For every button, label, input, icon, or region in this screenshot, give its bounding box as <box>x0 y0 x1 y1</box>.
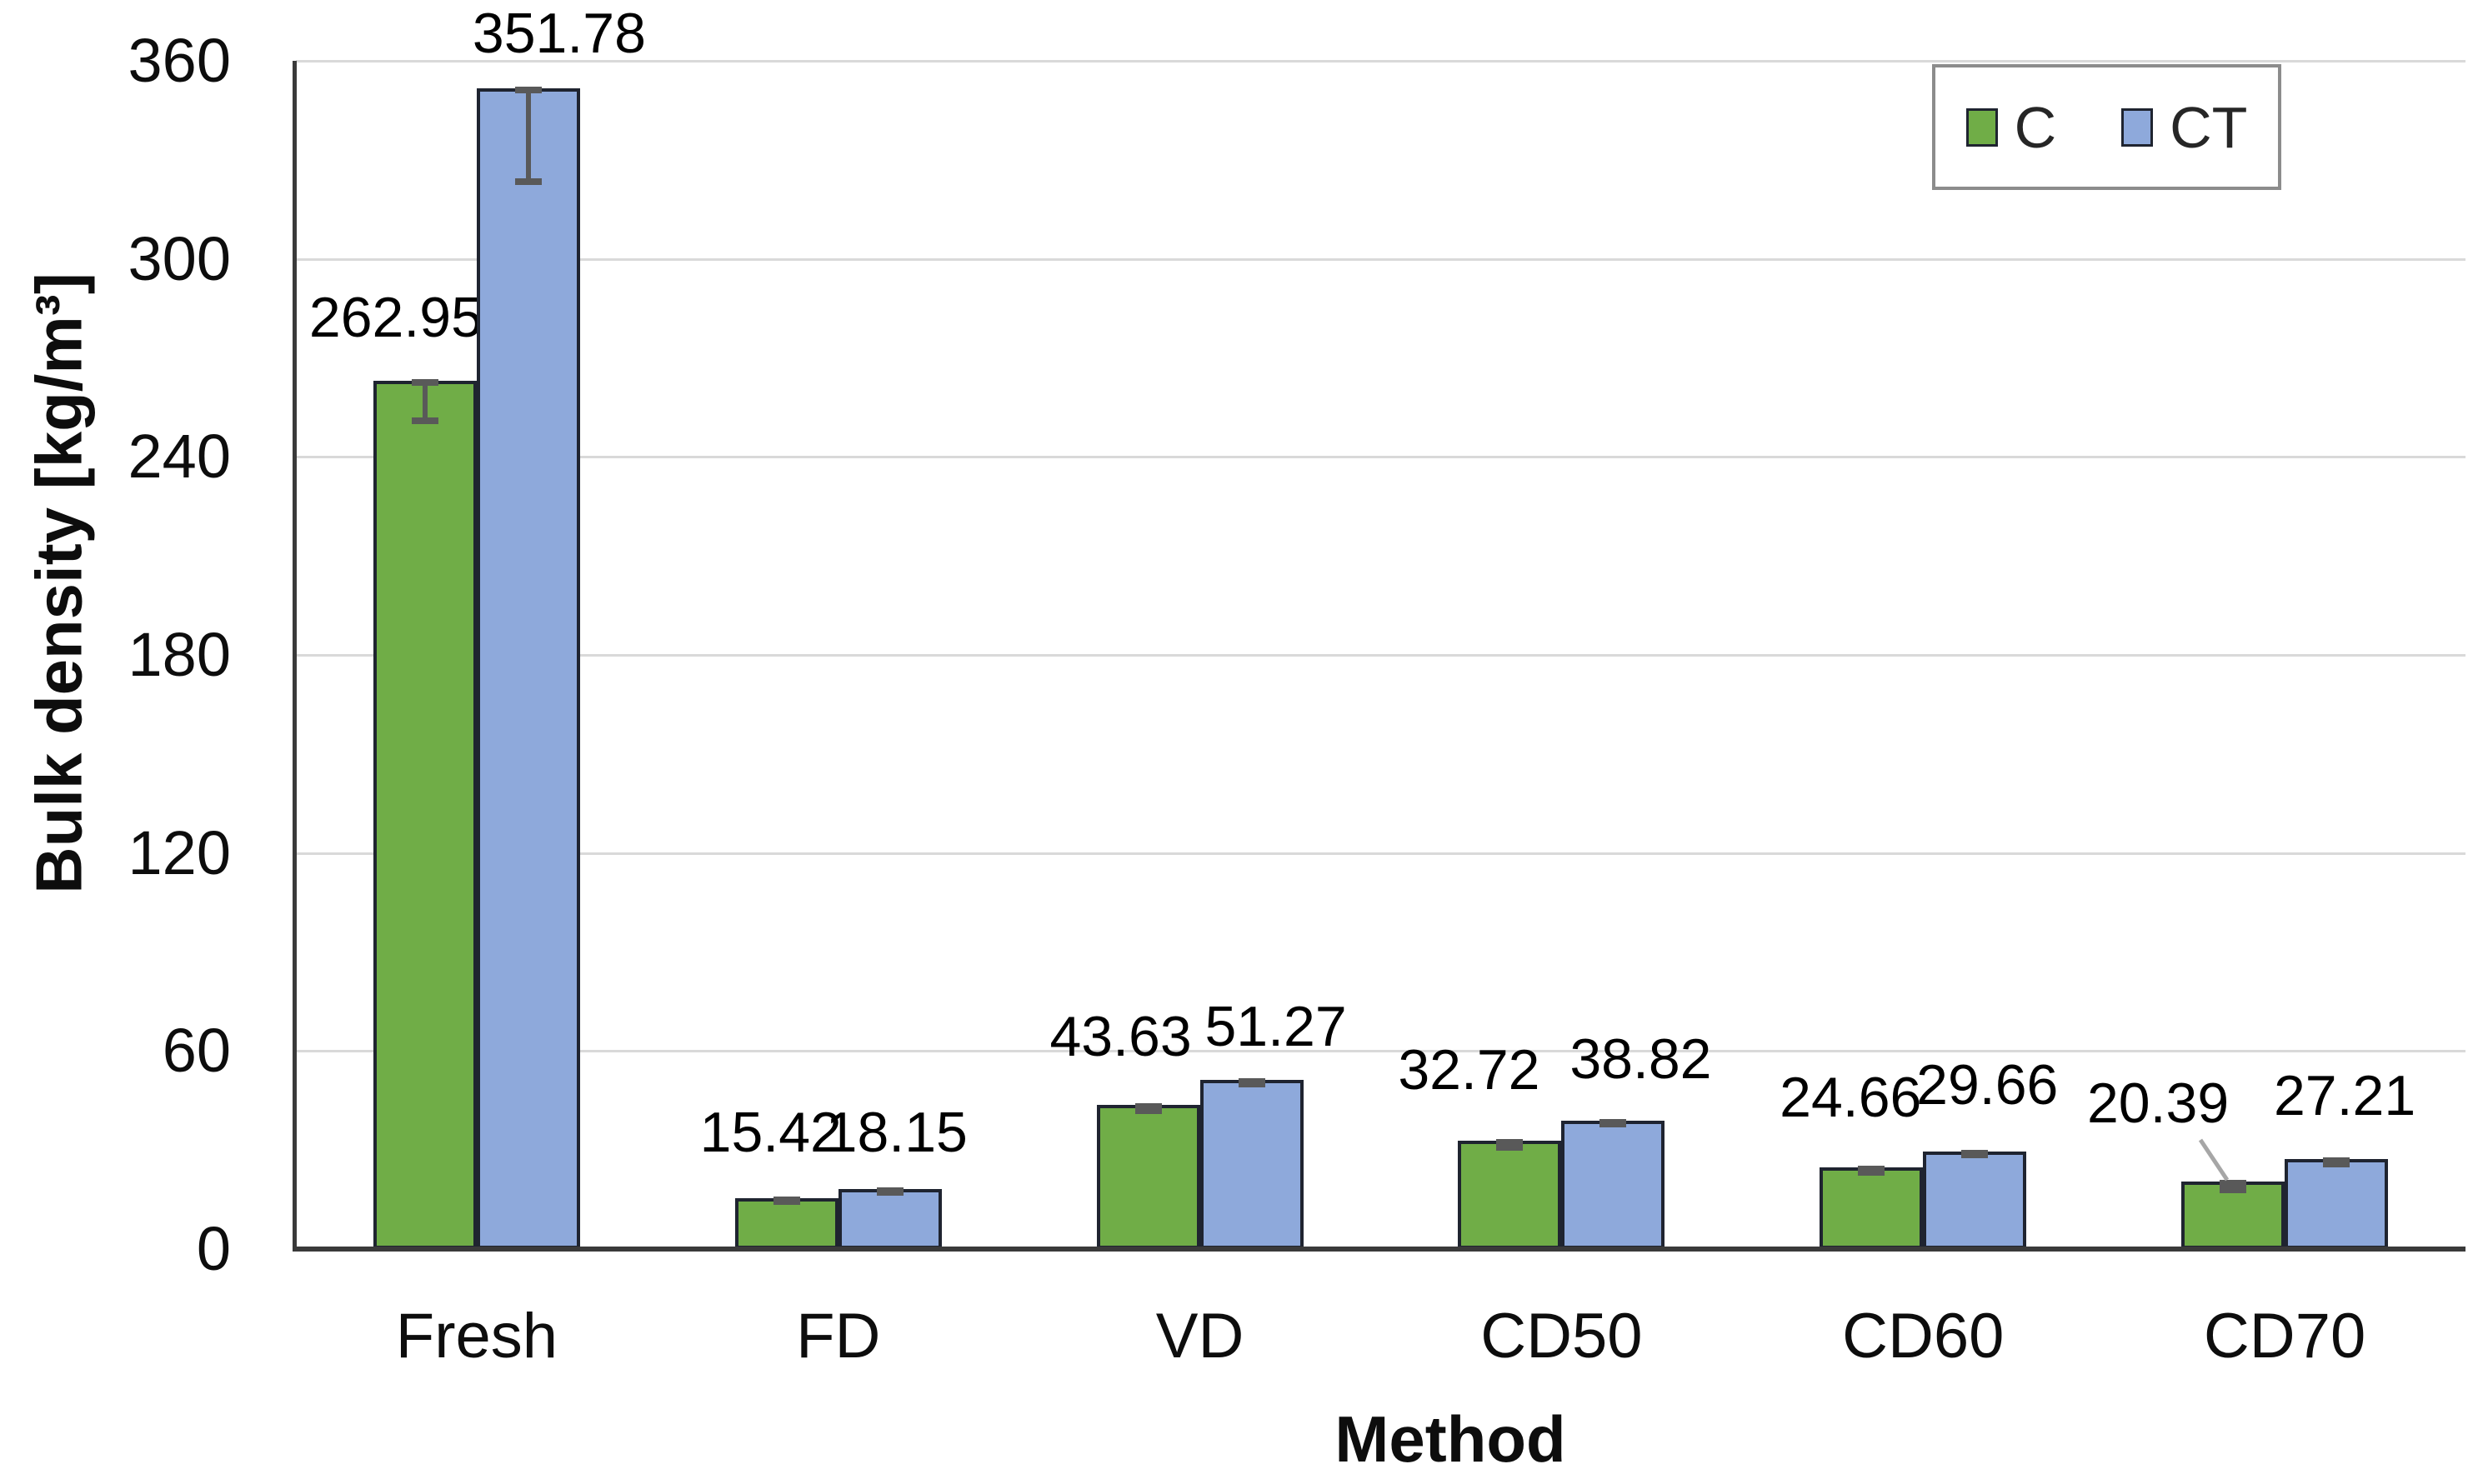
error-bar-line-c-fresh <box>422 381 428 422</box>
y-tick-label-120: 120 <box>128 817 231 887</box>
data-label-c-cd70: 20.39 <box>2086 1072 2230 1136</box>
error-bar-cap-bottom-ct-cd50 <box>1599 1121 1627 1128</box>
legend-label-c: C <box>2014 94 2057 160</box>
legend: C CT <box>1932 64 2281 190</box>
data-label-leader-line <box>2198 1138 2230 1182</box>
bar-ct-cd60 <box>1923 1151 2027 1249</box>
gridline-180 <box>296 654 2465 657</box>
x-axis-line <box>293 1247 2465 1252</box>
data-label-c-fd: 15.42 <box>699 1100 842 1164</box>
x-tick-label-vd: VD <box>1155 1301 1244 1372</box>
bar-c-vd <box>1096 1105 1200 1249</box>
gridline-60 <box>296 1050 2465 1053</box>
error-bar-cap-bottom-c-fd <box>773 1197 800 1205</box>
bar-c-fresh <box>373 381 477 1249</box>
gridline-240 <box>296 456 2465 459</box>
bar-ct-vd <box>1199 1079 1304 1249</box>
x-tick-label-cd50: CD50 <box>1480 1301 1643 1372</box>
bar-c-cd60 <box>1820 1167 1924 1249</box>
error-bar-cap-top-c-fresh <box>411 379 438 387</box>
data-label-ct-cd60: 29.66 <box>1916 1052 2059 1117</box>
y-tick-label-240: 240 <box>128 422 231 492</box>
x-tick-label-fresh: Fresh <box>395 1301 558 1372</box>
error-bar-cap-bottom-c-cd60 <box>1858 1169 1885 1177</box>
legend-item-c: C <box>1965 94 2057 160</box>
legend-swatch-c <box>1965 107 1998 147</box>
data-label-c-cd50: 32.72 <box>1398 1038 1540 1102</box>
error-bar-cap-bottom-ct-cd60 <box>1961 1152 1989 1159</box>
error-bar-cap-bottom-c-fresh <box>411 417 438 425</box>
legend-swatch-ct <box>2121 107 2154 147</box>
error-bar-cap-bottom-c-cd70 <box>2220 1187 2247 1194</box>
bar-ct-fresh <box>476 87 580 1249</box>
data-label-c-vd: 43.63 <box>1049 1005 1192 1069</box>
y-tick-label-300: 300 <box>128 223 231 293</box>
bar-ct-fd <box>838 1189 942 1249</box>
data-label-ct-cd70: 27.21 <box>2273 1064 2416 1128</box>
gridline-360 <box>296 60 2465 62</box>
gridline-300 <box>296 257 2465 261</box>
y-tick-label-180: 180 <box>128 620 231 689</box>
y-tick-label-60: 60 <box>162 1016 231 1086</box>
bar-ct-cd50 <box>1561 1121 1665 1249</box>
data-label-ct-fresh: 351.78 <box>472 1 646 65</box>
x-tick-label-cd70: CD70 <box>2203 1301 2366 1372</box>
legend-label-ct: CT <box>2170 94 2248 160</box>
error-bar-cap-bottom-ct-fresh <box>514 178 542 186</box>
data-label-ct-fd: 18.15 <box>825 1101 968 1165</box>
x-tick-label-fd: FD <box>796 1301 881 1372</box>
error-bar-line-ct-fresh <box>525 87 531 182</box>
error-bar-cap-top-c-cd70 <box>2220 1180 2247 1187</box>
error-bar-cap-bottom-c-vd <box>1134 1107 1162 1115</box>
error-bar-cap-bottom-c-cd50 <box>1496 1144 1524 1152</box>
error-bar-cap-top-ct-fresh <box>514 86 542 93</box>
bar-ct-cd70 <box>2285 1159 2389 1249</box>
data-label-ct-vd: 51.27 <box>1204 994 1347 1058</box>
error-bar-cap-top-c-vd <box>1134 1103 1162 1111</box>
y-tick-label-360: 360 <box>128 26 231 95</box>
bar-c-fd <box>734 1197 839 1249</box>
x-axis-title: Method <box>1334 1402 1566 1476</box>
bar-c-cd50 <box>1458 1141 1562 1249</box>
y-axis-title: Bulk density [kg/m³] <box>22 272 96 894</box>
data-label-ct-cd50: 38.82 <box>1569 1027 1712 1092</box>
gridline-120 <box>296 852 2465 855</box>
error-bar-cap-bottom-ct-cd70 <box>2323 1161 2350 1168</box>
error-bar-cap-top-c-cd50 <box>1496 1139 1524 1147</box>
legend-item-ct: CT <box>2121 98 2247 157</box>
y-axis-line <box>293 61 297 1252</box>
data-label-c-fresh: 262.95 <box>308 286 483 350</box>
data-label-c-cd60: 24.66 <box>1780 1066 1922 1130</box>
x-tick-label-cd60: CD60 <box>1842 1301 2005 1372</box>
error-bar-cap-bottom-ct-fd <box>876 1189 904 1197</box>
y-tick-label-0: 0 <box>196 1214 231 1283</box>
error-bar-cap-bottom-ct-vd <box>1238 1080 1265 1087</box>
